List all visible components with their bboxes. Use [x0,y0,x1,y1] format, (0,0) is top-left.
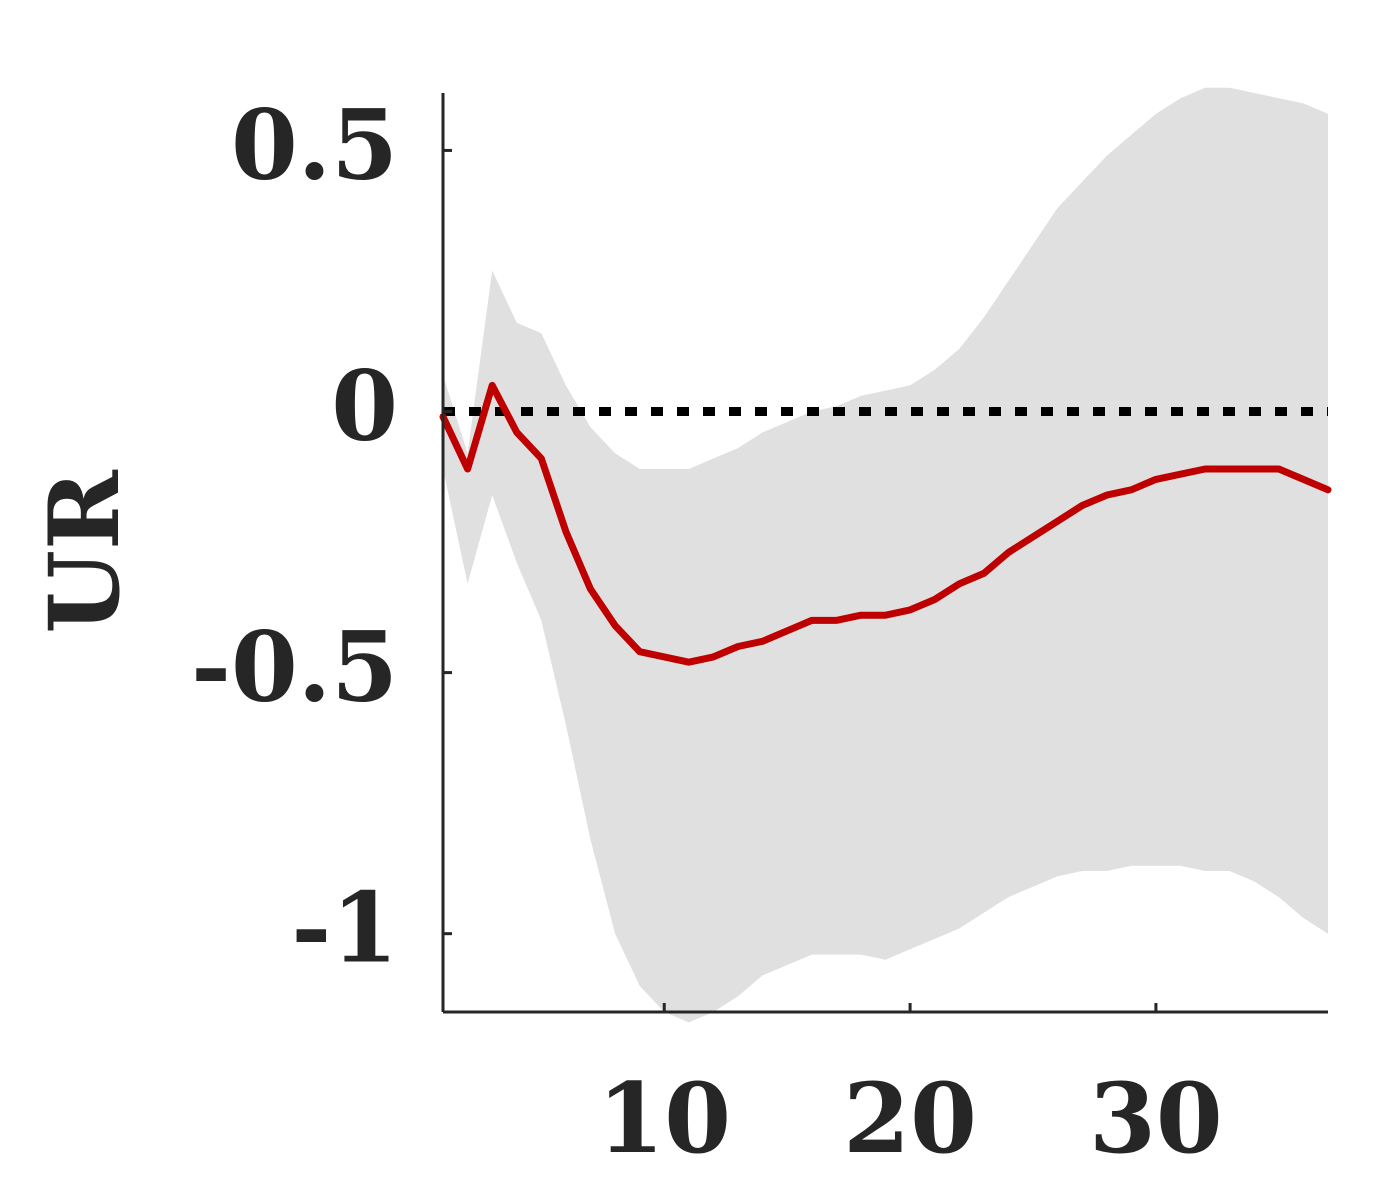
x-tick-label: 30 [1089,1062,1223,1175]
confidence-band [443,87,1328,1023]
y-tick-label: 0 [331,350,398,463]
series-layer [439,381,1332,666]
y-tick-label: 0.5 [231,88,398,201]
y-tick-label: -0.5 [191,611,398,724]
x-tick-label: 20 [843,1062,977,1175]
axes-layer [441,93,1328,1014]
y-tick-layer: 0.5 0 -0.5 -1 [191,88,452,985]
x-tick-label: 10 [597,1062,731,1175]
y-tick-label: -1 [291,872,398,985]
y-axis-title: UR [28,469,141,634]
confidence-band-layer [443,87,1328,1023]
x-tick-layer: 10 20 30 [597,1003,1223,1175]
series-line-0 [439,381,1332,666]
